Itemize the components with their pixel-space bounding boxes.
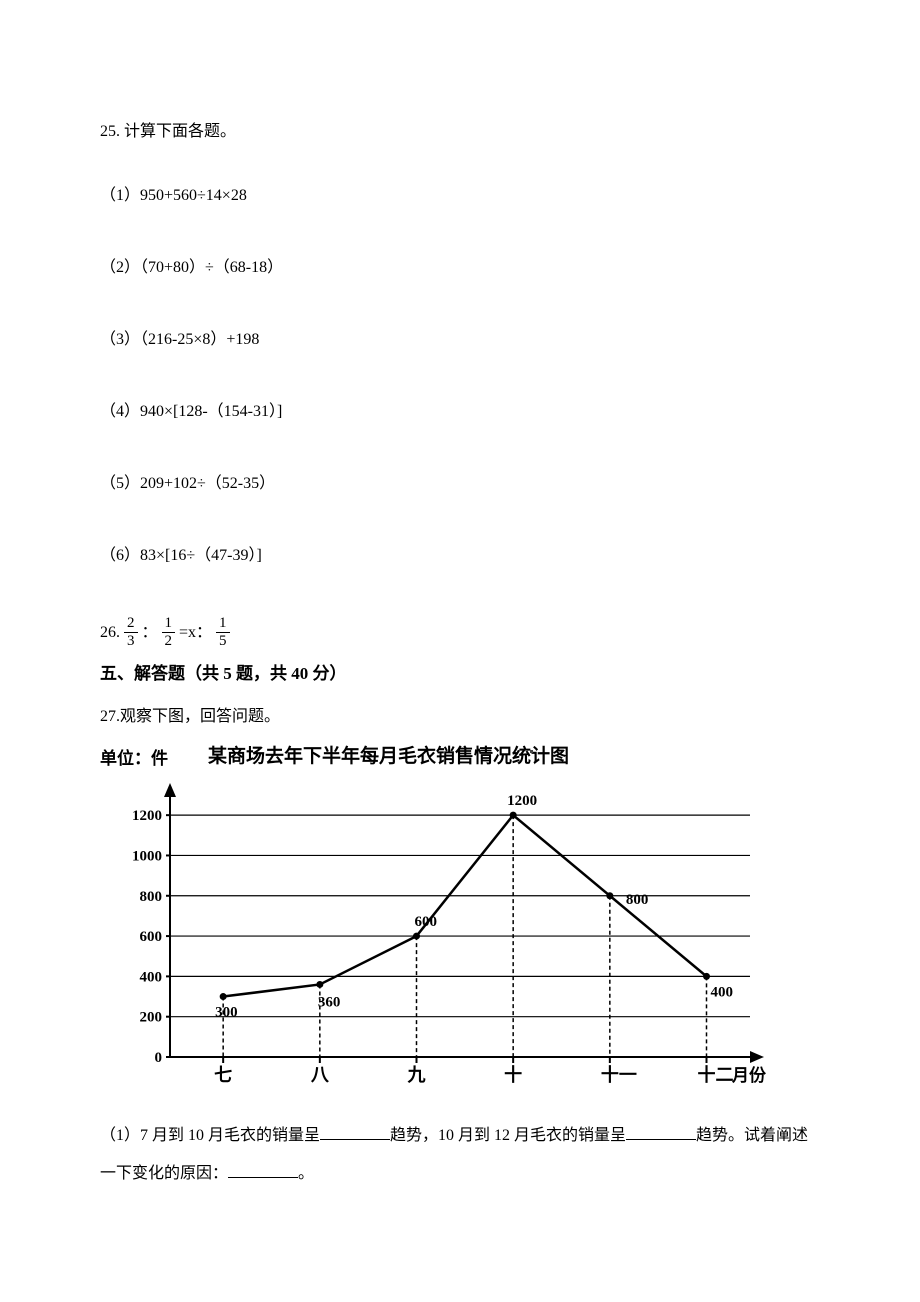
q25-title: 25. 计算下面各题。 <box>100 120 820 144</box>
chart-main-title: 某商场去年下半年每月毛衣销售情况统计图 <box>208 743 569 772</box>
q26-frac3: 1 5 <box>216 616 230 649</box>
blank-3[interactable] <box>228 1162 298 1178</box>
svg-text:600: 600 <box>140 929 163 945</box>
q25-item-3: （3）（216-25×8）+198 <box>100 328 820 352</box>
svg-text:0: 0 <box>155 1050 163 1066</box>
svg-text:200: 200 <box>140 1010 163 1026</box>
svg-text:十二: 十二 <box>698 1064 734 1085</box>
q25-item-6: （6）83×[16÷（47-39）] <box>100 544 820 568</box>
q27-sub1-text-c: 趋势。试着阐述 <box>696 1127 808 1144</box>
q27-sub1-text-e: 。 <box>298 1165 314 1182</box>
blank-2[interactable] <box>626 1124 696 1140</box>
q26-prefix: 26. <box>100 621 120 645</box>
svg-text:七: 七 <box>214 1065 232 1085</box>
q26-line: 26. 2 3 ： 1 2 =x： 1 5 <box>100 616 820 649</box>
chart-container: 单位：件 某商场去年下半年每月毛衣销售情况统计图 0 200 400 600 800 10… <box>100 743 820 1098</box>
q27-sub1: （1）7 月到 10 月毛衣的销量呈 趋势，10 月到 12 月毛衣的销量呈 趋势。… <box>100 1117 820 1194</box>
svg-text:月份: 月份 <box>731 1065 767 1085</box>
svg-text:360: 360 <box>318 994 341 1010</box>
center-marker-icon <box>530 750 533 753</box>
svg-text:九: 九 <box>407 1065 426 1085</box>
svg-text:300: 300 <box>215 1005 238 1021</box>
q25-item-1: （1）950+560÷14×28 <box>100 184 820 208</box>
chart-title-row: 单位：件 某商场去年下半年每月毛衣销售情况统计图 <box>100 743 820 772</box>
q27-sub1-text-a: （1）7 月到 10 月毛衣的销量呈 <box>100 1127 320 1144</box>
svg-text:400: 400 <box>711 984 734 1000</box>
svg-text:八: 八 <box>311 1065 330 1085</box>
svg-text:1200: 1200 <box>507 793 537 809</box>
q25-item-2: （2）（70+80）÷（68-18） <box>100 256 820 280</box>
q25-item-5: （5）209+102÷（52-35） <box>100 472 820 496</box>
q26-frac2: 1 2 <box>162 616 176 649</box>
svg-text:1000: 1000 <box>132 848 162 864</box>
line-chart: 0 200 400 600 800 1000 1200 300 360 600 1200 800 400… <box>100 777 780 1097</box>
q27-title: 27.观察下图，回答问题。 <box>100 705 820 729</box>
svg-text:800: 800 <box>140 889 163 905</box>
q26-eq: =x： <box>179 621 212 645</box>
svg-text:600: 600 <box>415 914 438 930</box>
page: 25. 计算下面各题。 （1）950+560÷14×28 （2）（70+80）÷… <box>100 120 820 1194</box>
svg-text:十一: 十一 <box>601 1064 637 1085</box>
q27-sub1-text-d: 一下变化的原因： <box>100 1165 228 1182</box>
svg-text:十: 十 <box>504 1064 522 1085</box>
q26-frac1: 2 3 <box>124 616 138 649</box>
svg-text:400: 400 <box>140 969 163 985</box>
q26-colon1: ： <box>142 621 158 645</box>
svg-text:800: 800 <box>626 892 649 908</box>
section-5-header: 五、解答题（共 5 题，共 40 分） <box>100 661 820 687</box>
blank-1[interactable] <box>320 1124 390 1140</box>
svg-text:1200: 1200 <box>132 808 162 824</box>
q25-item-4: （4）940×[128-（154-31）] <box>100 400 820 424</box>
chart-unit-label: 单位：件 <box>100 746 168 772</box>
q27-sub1-text-b: 趋势，10 月到 12 月毛衣的销量呈 <box>390 1127 626 1144</box>
